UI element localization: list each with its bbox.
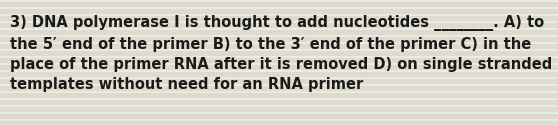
Text: 3) DNA polymerase I is thought to add nucleotides ________. A) to
the 5′ end of : 3) DNA polymerase I is thought to add nu…: [10, 15, 552, 92]
Bar: [0, 93, 558, 98]
Bar: [0, 9, 558, 14]
Bar: [0, 100, 558, 105]
Bar: [0, 107, 558, 112]
Bar: [0, 72, 558, 77]
Bar: [0, 79, 558, 84]
Bar: [0, 30, 558, 35]
Bar: [0, 2, 558, 7]
Bar: [0, 114, 558, 119]
Bar: [0, 37, 558, 42]
Bar: [0, 44, 558, 49]
Bar: [0, 121, 558, 126]
Bar: [0, 58, 558, 63]
Bar: [0, 65, 558, 70]
Bar: [0, 86, 558, 91]
Bar: [0, 51, 558, 56]
Bar: [0, 23, 558, 28]
Bar: [0, 16, 558, 21]
